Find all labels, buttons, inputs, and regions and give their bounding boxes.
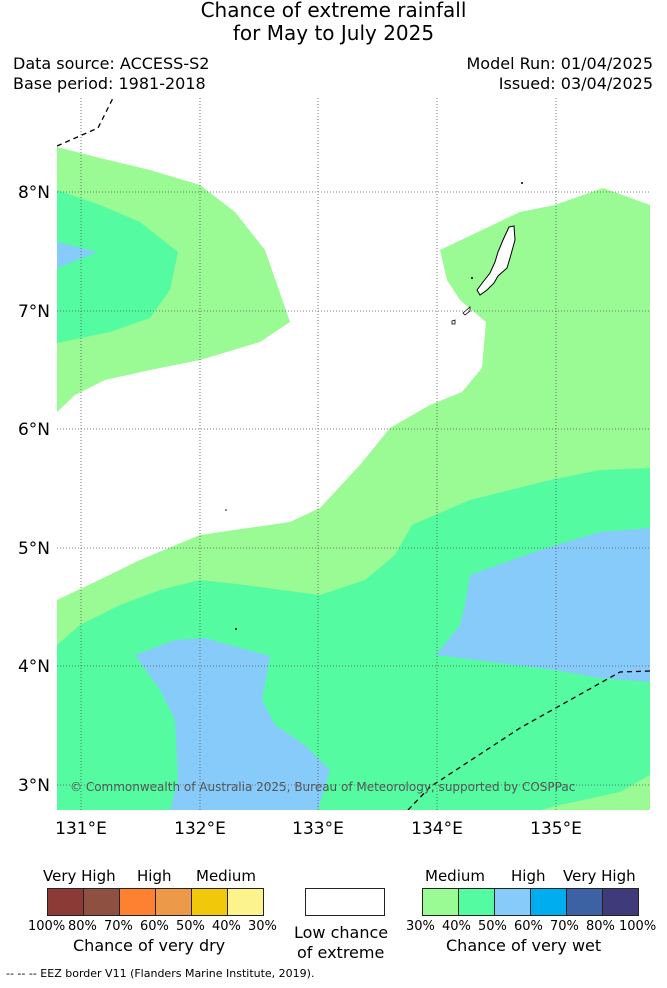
data-source: Data source: ACCESS-S2	[13, 54, 210, 73]
wet-tick-60: 60%	[514, 919, 543, 934]
wet-tick-30: 30%	[406, 919, 435, 934]
palau-island	[476, 225, 516, 296]
dry-swatch-2	[119, 888, 156, 916]
wet-tick-80: 80%	[586, 919, 615, 934]
wet-tick-100: 100%	[619, 919, 657, 934]
west-region-higher	[57, 242, 97, 268]
dry-category-very-high: Very High	[43, 867, 116, 885]
eez-border-south	[407, 670, 650, 810]
rainfall-map: 8°N 7°N 6°N 5°N 4°N 3°N 131°E 132°E 133°…	[18, 98, 650, 839]
dry-swatch-1	[83, 888, 120, 916]
wet-category-very-high: Very High	[563, 867, 636, 885]
copyright-notice: © Commonwealth of Australia 2025, Bureau…	[70, 780, 575, 794]
dry-tick-80: 80%	[68, 919, 97, 934]
lon-label-132e: 132°E	[174, 819, 226, 839]
small-island-e	[225, 509, 227, 511]
lon-label-133e: 133°E	[292, 819, 344, 839]
lat-label-6n: 6°N	[18, 420, 50, 440]
wet-swatch-1	[458, 888, 495, 916]
small-island-f	[235, 628, 237, 630]
west-region-high	[57, 190, 178, 343]
wet-category-medium: Medium	[425, 867, 485, 885]
dry-legend-title: Chance of very dry	[73, 936, 226, 955]
wet-swatch-2	[494, 888, 531, 916]
wet-swatch-0	[422, 888, 459, 916]
low-chance-line1: Low chance	[294, 923, 389, 942]
dry-category-medium: Medium	[196, 867, 256, 885]
wet-swatch-3	[530, 888, 567, 916]
small-island-c	[521, 182, 523, 184]
dry-tick-100: 100%	[28, 919, 66, 934]
low-chance-line2: of extreme	[297, 943, 385, 962]
dry-category-high: High	[137, 867, 172, 885]
wet-swatch-4	[566, 888, 603, 916]
dry-tick-50: 50%	[176, 919, 205, 934]
small-island-a	[462, 306, 471, 316]
dry-tick-40: 40%	[212, 919, 241, 934]
wet-tick-70: 70%	[550, 919, 579, 934]
small-island-d	[471, 277, 473, 279]
lon-label-135e: 135°E	[530, 819, 582, 839]
lat-label-5n: 5°N	[18, 539, 50, 559]
wet-category-high: High	[511, 867, 546, 885]
lat-label-4n: 4°N	[18, 657, 50, 677]
model-run: Model Run: 01/04/2025	[466, 54, 654, 73]
wet-tick-40: 40%	[442, 919, 471, 934]
title-line-2: for May to July 2025	[232, 21, 435, 45]
dry-swatch-3	[155, 888, 192, 916]
dry-swatch-4	[191, 888, 228, 916]
title-line-1: Chance of extreme rainfall	[200, 0, 467, 22]
lon-label-134e: 134°E	[411, 819, 463, 839]
lat-label-7n: 7°N	[18, 302, 50, 322]
wet-swatch-5	[602, 888, 639, 916]
base-period: Base period: 1981-2018	[13, 74, 206, 93]
dry-tick-30: 30%	[248, 919, 277, 934]
wet-tick-50: 50%	[478, 919, 507, 934]
east-region-higher	[436, 528, 650, 682]
lat-label-8n: 8°N	[18, 183, 50, 203]
wet-legend-title: Chance of very wet	[446, 936, 602, 955]
dry-tick-60: 60%	[140, 919, 169, 934]
lat-label-3n: 3°N	[18, 776, 50, 796]
south-region-higher	[135, 638, 330, 810]
lon-label-131e: 131°E	[55, 819, 107, 839]
dry-swatch-0	[47, 888, 84, 916]
dry-tick-70: 70%	[104, 919, 133, 934]
dry-swatch-5	[227, 888, 264, 916]
eez-border-north	[57, 98, 114, 147]
low-chance-swatch	[305, 888, 385, 916]
eez-footnote: -- -- -- EEZ border V11 (Flanders Marine…	[6, 967, 315, 980]
small-island-b	[451, 319, 456, 325]
issued-date: Issued: 03/04/2025	[498, 74, 653, 93]
